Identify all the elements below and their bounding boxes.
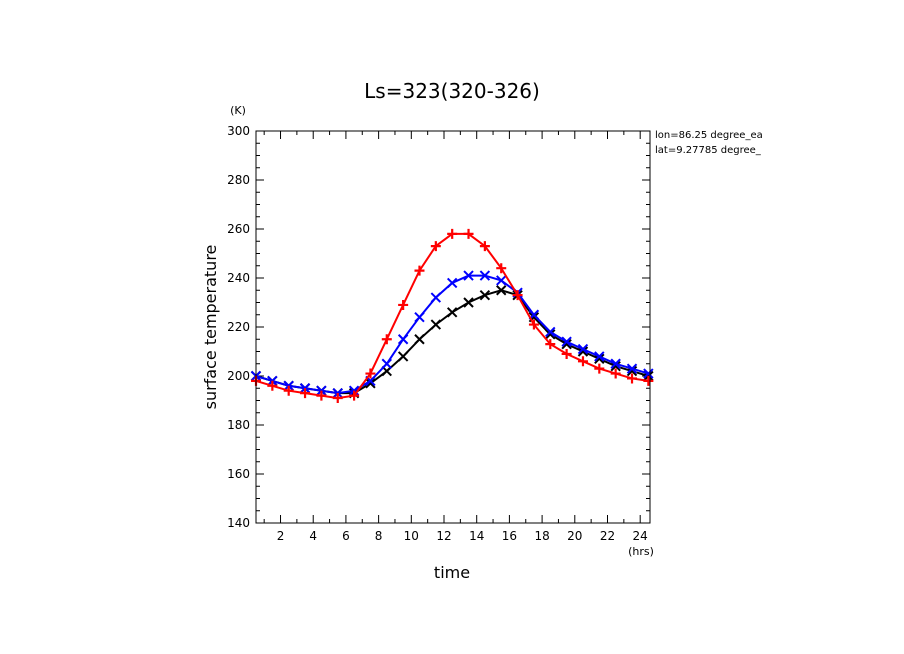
data-point	[463, 228, 474, 239]
data-point	[365, 378, 376, 389]
data-point	[496, 275, 507, 286]
x-tick-label: 16	[502, 529, 517, 543]
data-point	[512, 290, 523, 301]
data-point	[398, 299, 409, 310]
y-tick-label: 200	[227, 369, 250, 383]
data-point	[627, 373, 638, 384]
x-tick-label: 8	[375, 529, 383, 543]
data-point	[381, 358, 392, 369]
data-point	[414, 311, 425, 323]
y-unit-label: (K)	[230, 104, 246, 117]
series-line-0	[255, 289, 649, 395]
annotation-lon: lon=86.25 degree_ea	[655, 130, 763, 141]
data-point	[365, 368, 376, 379]
data-point	[463, 297, 474, 308]
data-point	[577, 343, 589, 355]
y-tick-label: 260	[227, 222, 250, 236]
data-point	[643, 375, 654, 386]
data-point	[463, 270, 474, 281]
data-point	[545, 329, 556, 340]
data-point	[594, 363, 605, 374]
plot-frame	[255, 130, 651, 524]
data-point	[300, 388, 311, 399]
data-point	[545, 339, 556, 350]
x-tick-label: 18	[534, 529, 549, 543]
y-tick-label: 160	[227, 467, 250, 481]
y-tick-label: 300	[227, 124, 250, 138]
data-point	[430, 319, 442, 330]
x-tick-label: 6	[342, 529, 350, 543]
data-point	[381, 334, 392, 345]
data-point	[496, 263, 507, 274]
x-tick-label: 10	[404, 529, 419, 543]
x-unit-label: (hrs)	[628, 545, 654, 558]
x-tick-label: 4	[309, 529, 317, 543]
data-point	[332, 393, 343, 404]
y-tick-label: 280	[227, 173, 250, 187]
data-point	[446, 277, 458, 289]
data-point	[479, 241, 490, 252]
x-tick-label: 24	[633, 529, 648, 543]
data-point	[397, 351, 409, 362]
y-tick-label: 140	[227, 516, 250, 530]
data-point	[267, 380, 278, 391]
data-point	[643, 368, 654, 379]
data-point	[316, 390, 327, 401]
data-point	[414, 265, 425, 276]
x-axis-label: time	[434, 563, 470, 582]
data-point	[594, 351, 605, 362]
data-point	[610, 358, 621, 369]
x-tick-label: 14	[469, 529, 484, 543]
x-tick-label: 12	[436, 529, 451, 543]
series-line-1	[255, 274, 649, 395]
y-axis-label: surface temperature	[201, 245, 220, 410]
data-point	[479, 289, 491, 301]
data-point	[610, 368, 621, 379]
y-tick-label: 220	[227, 320, 250, 334]
data-point	[528, 319, 539, 330]
data-point	[447, 228, 458, 239]
data-point	[397, 334, 409, 345]
y-tick-label: 180	[227, 418, 250, 432]
data-point	[479, 270, 491, 281]
x-tick-label: 2	[277, 529, 285, 543]
data-point	[561, 336, 572, 347]
series-line-2	[255, 232, 649, 400]
data-point	[561, 338, 572, 350]
annotation-lat: lat=9.27785 degree_	[655, 145, 762, 156]
data-point	[626, 363, 638, 374]
data-point	[545, 326, 556, 338]
data-point	[496, 285, 507, 296]
data-point	[577, 356, 588, 367]
data-point	[283, 385, 294, 396]
data-point	[430, 241, 441, 252]
data-point	[561, 348, 572, 359]
y-tick-label: 240	[227, 271, 250, 285]
data-point	[446, 307, 458, 318]
x-tick-label: 20	[567, 529, 582, 543]
data-point	[430, 292, 442, 303]
chart-title: Ls=323(320-326)	[364, 79, 540, 103]
data-point	[414, 334, 425, 345]
data-point	[349, 390, 360, 401]
x-tick-label: 22	[600, 529, 615, 543]
